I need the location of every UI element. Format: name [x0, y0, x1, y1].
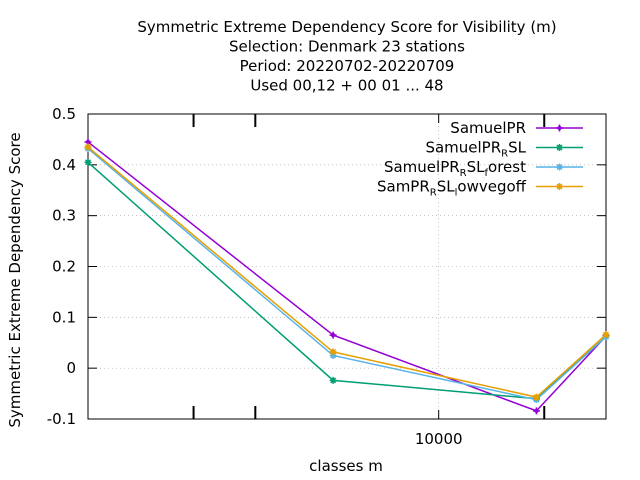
y-tick-label: 0.5: [52, 105, 76, 123]
data-point: [330, 378, 336, 383]
y-tick-label: 0: [66, 359, 76, 377]
data-point: [330, 349, 336, 355]
legend-label-part: l: [455, 188, 458, 199]
data-point: [330, 332, 336, 338]
legend-label-part: SamPR: [377, 178, 430, 196]
legend-label-part: owvegoff: [457, 178, 526, 196]
series-2: [84, 158, 610, 403]
data-point: [557, 164, 562, 170]
x-axis-label: classes m: [309, 457, 383, 475]
data-point: [85, 160, 91, 165]
data-point: [330, 353, 336, 358]
legend-label: SamuelPRRSLforest: [384, 158, 526, 179]
y-tick-label: 0.4: [52, 156, 76, 174]
axis-ticks: -0.1 0 0.1 0.2 0.3 0.4 0.5 10000: [47, 105, 606, 448]
legend-label-part: SL: [467, 158, 486, 176]
data-point: [557, 184, 562, 189]
grid: [88, 114, 606, 419]
legend-item: SamPRRSLlowvegoff: [377, 178, 583, 199]
y-tick-label: 0.2: [52, 258, 76, 276]
legend-label: SamPRRSLlowvegoff: [377, 178, 527, 199]
series-3: [84, 145, 610, 404]
data-point: [85, 144, 91, 150]
legend-label-part: SL: [437, 178, 456, 196]
data-point: [534, 408, 539, 414]
legend-label-part: SL: [508, 139, 527, 157]
chart-title: Symmetric Extreme Dependency Score for V…: [137, 18, 556, 95]
legend-label-part: R: [501, 149, 508, 160]
series-line: [87, 161, 607, 400]
series-line: [87, 147, 607, 401]
legend-item: SamuelPRRSL: [425, 139, 583, 160]
y-tick-label: 0.1: [52, 308, 76, 326]
title-line: Used 00,12 + 00 01 ... 48: [250, 77, 443, 95]
legend: SamuelPRSamuelPRRSLSamuelPRRSLforestSamP…: [377, 119, 583, 199]
legend-label-part: R: [430, 188, 437, 199]
legend-label: SamuelPRRSL: [425, 139, 526, 160]
data-point: [85, 139, 91, 145]
series-4: [84, 143, 610, 401]
y-tick-label: -0.1: [47, 410, 76, 428]
data-point: [534, 394, 539, 400]
data-point: [603, 332, 609, 337]
series-1: [84, 138, 610, 415]
y-axis-label: Symmetric Extreme Dependency Score: [6, 132, 24, 427]
legend-label-part: SamuelPR: [384, 158, 460, 176]
series-line: [87, 146, 607, 398]
title-line: Symmetric Extreme Dependency Score for V…: [137, 18, 556, 36]
legend-item: SamuelPR: [450, 119, 583, 137]
legend-label: SamuelPR: [450, 119, 526, 137]
legend-label-part: R: [460, 168, 467, 179]
title-line: Selection: Denmark 23 stations: [229, 38, 465, 56]
title-line: Period: 20220702-20220709: [240, 57, 455, 75]
legend-item: SamuelPRRSLforest: [384, 158, 583, 179]
y-tick-label: 0.3: [52, 207, 76, 225]
legend-label-part: orest: [488, 158, 526, 176]
data-point: [557, 145, 562, 150]
legend-label-part: SamuelPR: [425, 139, 501, 157]
data-point: [557, 125, 562, 131]
legend-label-part: f: [485, 168, 489, 179]
x-tick-label: 10000: [415, 430, 463, 448]
legend-label-part: SamuelPR: [450, 119, 526, 137]
series-line: [87, 141, 607, 412]
series-lines: [84, 138, 610, 415]
